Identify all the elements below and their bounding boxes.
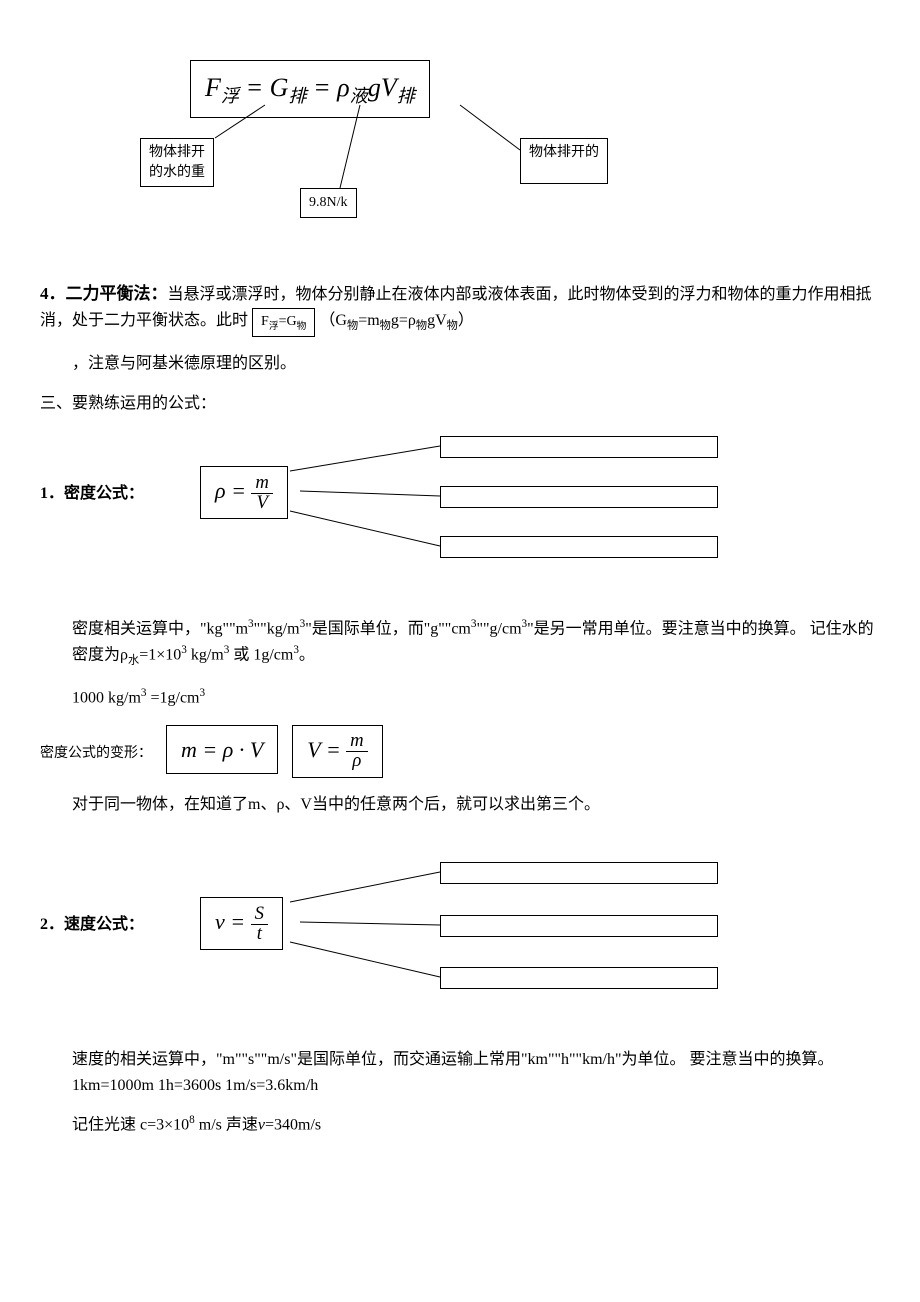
velocity-formula: v = St — [200, 897, 283, 950]
velocity-label: 2．速度公式： — [40, 912, 144, 938]
archimedes-formula: F浮 = G排 = ρ液gV排 — [190, 60, 430, 118]
density-branch3: 密度 — [440, 536, 718, 558]
density-branch2: 体积 — [440, 486, 718, 508]
archimedes-diagram: F浮 = G排 = ρ液gV排 物体排开 的水的重 9.8N/k 物体排开的 — [40, 60, 880, 240]
density-transform1: m = ρ · V — [166, 725, 278, 774]
equil-formula: F浮=G物 — [252, 308, 315, 337]
velocity-branch1: 路程 — [440, 862, 718, 884]
section4-heading: 4．二力平衡法： — [40, 284, 168, 303]
velocity-branch3: 速度 — [440, 967, 718, 989]
section3-title: 三、要熟练运用的公式： — [40, 391, 880, 417]
velocity-branch2: 时间 — [440, 915, 718, 937]
density-transform-label: 密度公式的变形： — [40, 746, 152, 761]
density-para3: 对于同一物体，在知道了m、ρ、V当中的任意两个后，就可以求出第三个。 — [72, 792, 880, 818]
density-para1: 密度相关运算中，"kg""m3""kg/m3"是国际单位，而"g""cm3""g… — [72, 616, 880, 670]
section4-para2: ，注意与阿基米德原理的区别。 — [72, 351, 880, 377]
velocity-para2: 记住光速 c=3×108 m/s 声速ν=340m/s — [72, 1112, 880, 1138]
density-transform-row: 密度公式的变形： m = ρ · V V = mρ — [40, 725, 880, 778]
density-transform2: V = mρ — [292, 725, 382, 778]
density-branch1: 质量 — [440, 436, 718, 458]
density-diagram: 1．密度公式： ρ = mV 质量 体积 密度 — [40, 436, 880, 576]
velocity-diagram: 2．速度公式： v = St 路程 时间 速度 — [40, 857, 880, 1007]
label-left: 物体排开 的水的重 — [140, 138, 214, 187]
velocity-para1: 速度的相关运算中，"m""s""m/s"是国际单位，而交通运输上常用"km""h… — [72, 1047, 880, 1098]
density-para2: 1000 kg/m3 =1g/cm3 — [72, 685, 880, 711]
section4-para1: 4．二力平衡法：当悬浮或漂浮时，物体分别静止在液体内部或液体表面，此时物体受到的… — [40, 280, 880, 337]
label-bottom: 9.8N/k — [300, 188, 357, 218]
label-right: 物体排开的 — [520, 138, 608, 184]
density-label: 1．密度公式： — [40, 481, 144, 507]
density-formula: ρ = mV — [200, 466, 288, 519]
